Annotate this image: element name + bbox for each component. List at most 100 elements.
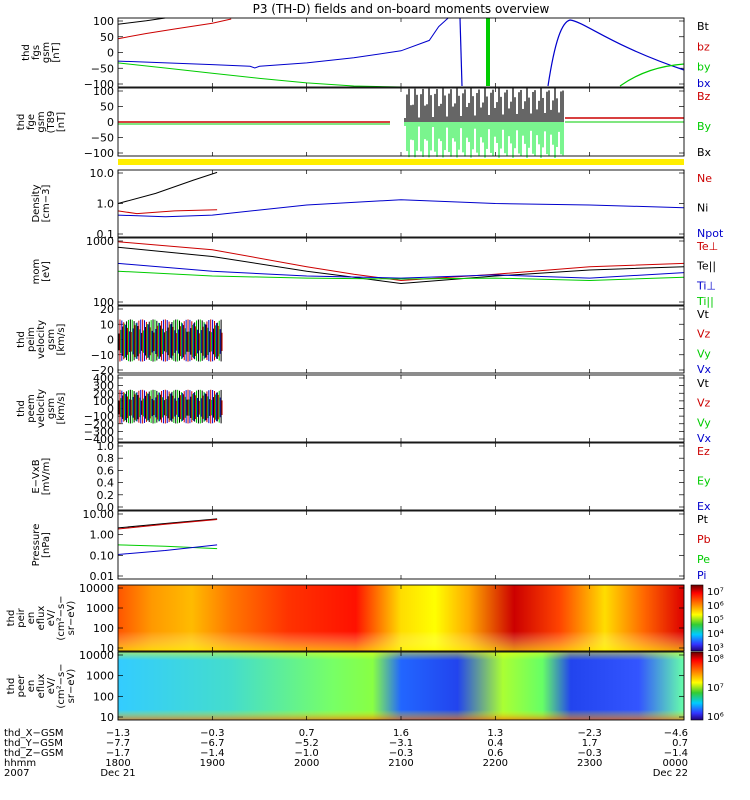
y-tick-label: 1.00 (90, 529, 115, 542)
x-axis-value: −1.4 (200, 748, 224, 759)
y-axis-label: thd (16, 114, 27, 131)
y-tick-label: 100 (93, 622, 114, 635)
y-tick-label: 0.4 (97, 477, 115, 490)
legend-label: Ti|| (696, 295, 714, 308)
y-axis-label: thd (6, 610, 17, 627)
x-axis-value: −1.4 (664, 748, 688, 759)
series-line (117, 17, 166, 25)
x-axis-value: 0000 (663, 758, 688, 769)
y-tick-label: 10 (100, 318, 114, 331)
y-axis-label: [mV/m] (41, 458, 52, 496)
x-axis-value: 1.6 (393, 728, 409, 739)
y-tick-label: 10000 (79, 582, 114, 595)
y-axis-label: mom (31, 259, 42, 285)
y-axis-label: peir (16, 607, 27, 627)
y-tick-label: 10000 (79, 649, 114, 662)
legend-label: Pt (697, 513, 709, 526)
colorbar-tick-label: 10⁷ (707, 683, 724, 694)
series-line (117, 544, 218, 550)
y-axis-label: E−VxB (31, 459, 42, 493)
y-tick-label: 20 (100, 303, 114, 316)
legend-label: bx (697, 77, 711, 90)
x-axis-row-label: thd_Y−GSM (4, 738, 63, 749)
series-line (117, 270, 685, 282)
y-axis-label: velocity (36, 320, 47, 359)
y-axis-label: eflux (36, 606, 47, 631)
bx-trace (459, 17, 463, 87)
y-axis-label: [nT] (51, 42, 62, 62)
y-axis-label: (cm²−s− (56, 595, 67, 640)
colorbar-tick-label: 10⁴ (707, 629, 724, 640)
legend-label: Te⊥ (696, 240, 718, 253)
colorbar-tick-label: 10⁷ (707, 587, 724, 598)
y-axis-label: en (26, 612, 37, 625)
y-tick-label: 1000 (86, 235, 114, 248)
y-tick-label: 10 (100, 642, 114, 655)
y-tick-label: 50 (100, 101, 114, 114)
y-tick-label: 10 (100, 711, 114, 724)
series-line (117, 199, 685, 218)
y-axis-label: velocity (36, 389, 47, 428)
y-tick-label: −300 (84, 425, 114, 438)
y-tick-label: 100 (93, 15, 114, 28)
y-axis-label: [km/s] (56, 323, 67, 355)
x-axis-value: −5.2 (295, 738, 319, 749)
bx-trace (547, 19, 685, 87)
y-axis-label: eflux (36, 674, 47, 699)
spectrogram-overlay (118, 585, 684, 651)
x-axis-value: −0.3 (389, 748, 413, 759)
legend-label: bz (697, 40, 710, 53)
y-axis-label: thd (6, 678, 17, 695)
x-axis-value: Dec 21 (100, 768, 135, 779)
panel-frame (117, 169, 685, 238)
y-tick-label: 50 (100, 31, 114, 44)
y-axis-label: peim (26, 327, 37, 352)
legend-label: Npot (697, 227, 724, 240)
series-line (117, 62, 402, 88)
y-tick-label: 100 (93, 690, 114, 703)
x-axis-value: 1900 (200, 758, 225, 769)
y-axis-label: thd (16, 331, 27, 348)
colorbar-tick-label: 10⁶ (707, 601, 724, 612)
x-axis-value: 1.7 (582, 738, 598, 749)
y-axis-label: [nPa] (41, 532, 52, 558)
y-tick-label: 100 (93, 296, 114, 309)
legend-label: Pe (697, 553, 710, 566)
legend-label: Vz (697, 328, 711, 341)
y-axis-label: gsm (36, 111, 47, 132)
y-tick-label: 1.0 (97, 198, 115, 211)
y-tick-label: −50 (91, 132, 114, 145)
x-axis-row-label: thd_X−GSM (4, 728, 64, 739)
x-axis-value: 2100 (388, 758, 413, 769)
y-axis-label: Density (31, 184, 42, 222)
y-tick-label: 1000 (86, 602, 114, 615)
y-tick-label: −10 (91, 349, 114, 362)
y-tick-label: −400 (84, 433, 114, 446)
legend-label: Ne (697, 172, 712, 185)
x-axis-value: 1.3 (487, 728, 503, 739)
y-tick-label: 1.0 (97, 440, 115, 453)
y-tick-label: −100 (84, 147, 114, 160)
panel-frame (117, 442, 685, 511)
y-axis-label: gsm (46, 329, 57, 350)
y-tick-label: 100 (93, 85, 114, 98)
legend-label: Bz (697, 90, 711, 103)
x-axis-value: −6.7 (200, 738, 224, 749)
x-axis-value: Dec 22 (653, 768, 688, 779)
y-axis-label: sr−eV) (66, 669, 77, 704)
y-axis-label: eV/ (46, 677, 57, 694)
y-tick-label: −50 (91, 62, 114, 75)
legend-label: Ex (697, 500, 711, 513)
legend-label: Ni (697, 202, 708, 215)
x-axis-value: −2.3 (578, 728, 602, 739)
legend-label: Ey (697, 475, 711, 488)
y-axis-label: thd (21, 44, 32, 61)
legend-label: Vy (697, 347, 711, 360)
legend-label: Ti⊥ (696, 279, 716, 292)
x-axis-value: −0.3 (578, 748, 602, 759)
series-line (117, 18, 232, 40)
colorbar (690, 584, 704, 652)
y-tick-label: −200 (84, 418, 114, 431)
x-axis-value: 0.6 (487, 748, 503, 759)
legend-label: Vt (697, 377, 710, 390)
